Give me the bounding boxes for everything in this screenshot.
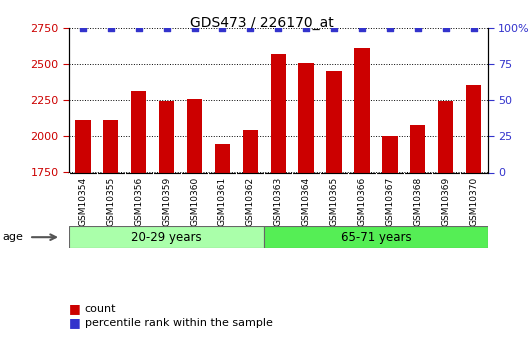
Bar	[382, 136, 398, 345]
Text: GSM10367: GSM10367	[385, 177, 394, 226]
Text: GSM10364: GSM10364	[302, 177, 311, 226]
Bar	[75, 120, 91, 345]
Text: count: count	[85, 304, 116, 314]
Text: GSM10361: GSM10361	[218, 177, 227, 226]
Point	[330, 25, 338, 30]
Text: GSM10354: GSM10354	[78, 177, 87, 226]
Bar	[243, 130, 258, 345]
Bar	[298, 63, 314, 345]
Bar	[326, 71, 342, 345]
Point	[386, 25, 394, 30]
Bar	[355, 48, 369, 345]
Bar	[103, 120, 118, 345]
Point	[162, 25, 171, 30]
Text: GSM10359: GSM10359	[162, 177, 171, 226]
FancyBboxPatch shape	[69, 226, 264, 248]
Text: GSM10370: GSM10370	[469, 177, 478, 226]
Bar	[438, 101, 453, 345]
Bar	[215, 144, 230, 345]
Text: GSM10366: GSM10366	[358, 177, 366, 226]
Point	[78, 25, 87, 30]
Point	[302, 25, 311, 30]
Point	[470, 25, 478, 30]
Text: GSM10360: GSM10360	[190, 177, 199, 226]
Text: ■: ■	[69, 302, 81, 315]
Text: percentile rank within the sample: percentile rank within the sample	[85, 318, 272, 327]
Point	[246, 25, 254, 30]
Text: GSM10369: GSM10369	[441, 177, 450, 226]
Text: GSM10362: GSM10362	[246, 177, 255, 226]
Point	[190, 25, 199, 30]
Text: GSM10363: GSM10363	[274, 177, 282, 226]
Point	[218, 25, 227, 30]
Text: GSM10356: GSM10356	[134, 177, 143, 226]
Point	[441, 25, 450, 30]
Point	[135, 25, 143, 30]
Text: 65-71 years: 65-71 years	[341, 231, 411, 244]
Point	[358, 25, 366, 30]
FancyBboxPatch shape	[264, 226, 488, 248]
Text: GSM10368: GSM10368	[413, 177, 422, 226]
Bar	[271, 54, 286, 345]
Bar	[410, 125, 426, 345]
Text: GDS473 / 226170_at: GDS473 / 226170_at	[190, 16, 334, 30]
Text: age: age	[3, 232, 23, 242]
Text: GSM10355: GSM10355	[107, 177, 115, 226]
Point	[107, 25, 115, 30]
Text: 20-29 years: 20-29 years	[131, 231, 202, 244]
Text: GSM10365: GSM10365	[330, 177, 339, 226]
Point	[274, 25, 282, 30]
Bar	[466, 85, 481, 345]
Bar	[159, 101, 174, 345]
Text: ■: ■	[69, 316, 81, 329]
Bar	[131, 91, 146, 345]
Point	[413, 25, 422, 30]
Bar	[187, 99, 202, 345]
